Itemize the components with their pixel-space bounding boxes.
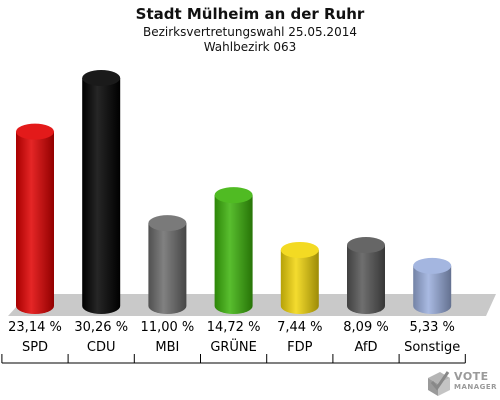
bars-group (16, 70, 452, 314)
value-label: 23,14 % (8, 320, 62, 335)
bar-cap-fdp (280, 241, 319, 258)
value-label: 8,09 % (343, 320, 388, 335)
chart-subtitle: Bezirksvertretungswahl 25.05.2014 (143, 25, 357, 39)
bar-cap-afd (347, 237, 385, 254)
category-label: GRÜNE (210, 338, 257, 355)
bar-cap-spd (16, 123, 54, 140)
value-label: 11,00 % (141, 320, 195, 335)
value-labels-group: 23,14 % 30,26 % 11,00 % 14,72 % 7,44 % 8,09 %… (8, 320, 455, 335)
bar-grüne (214, 195, 253, 314)
chart-district: Wahlbezirk 063 (204, 40, 297, 54)
bar-cdu (82, 78, 121, 314)
logo-text-manager: MANAGER (454, 383, 498, 391)
value-label: 30,26 % (74, 320, 128, 335)
chart-title: Stadt Mülheim an der Ruhr (136, 5, 365, 23)
category-label: Sonstige (404, 340, 460, 355)
value-label: 5,33 % (409, 320, 454, 335)
bar-sonstige (413, 265, 452, 314)
category-label: AfD (354, 340, 377, 355)
category-label: FDP (287, 340, 312, 355)
bar-mbi (148, 223, 187, 314)
bar-afd (347, 245, 385, 314)
ballot-check-icon (428, 371, 450, 396)
category-label: SPD (22, 340, 48, 355)
bar-cap-sonstige (413, 257, 452, 274)
category-label: CDU (87, 340, 116, 355)
category-axis: SPD CDU MBI GRÜNE FDP AfD Sonstige (1, 338, 466, 364)
bar-cap-mbi (148, 215, 187, 232)
bar-cap-grüne (214, 187, 253, 204)
category-label: MBI (155, 340, 179, 355)
value-label: 7,44 % (277, 320, 322, 335)
value-label: 14,72 % (207, 320, 261, 335)
bar-cap-cdu (82, 70, 121, 86)
vote-manager-logo: VOTE MANAGER (426, 368, 500, 398)
bar-fdp (280, 249, 319, 314)
bar-spd (16, 131, 54, 314)
logo-text-vote: VOTE (454, 370, 489, 383)
